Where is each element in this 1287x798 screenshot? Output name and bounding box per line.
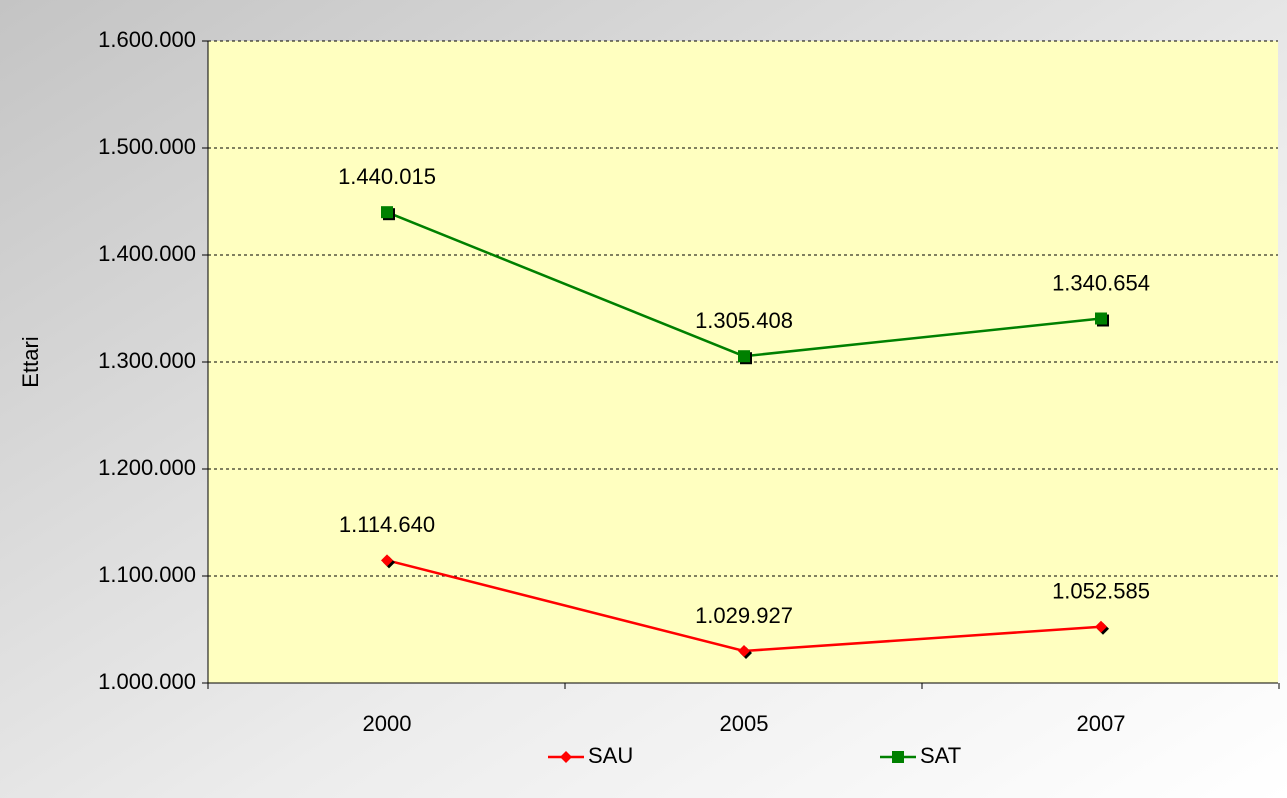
data-label: 1.052.585 <box>1052 579 1150 604</box>
y-tick-label: 1.400.000 <box>98 241 196 266</box>
marker <box>1095 312 1107 325</box>
x-tick-label: 2000 <box>363 711 412 736</box>
y-tick-label: 1.600.000 <box>98 27 196 52</box>
marker <box>1095 620 1107 633</box>
marker <box>738 644 750 657</box>
legend-label: SAT <box>920 743 961 768</box>
legend-label: SAU <box>588 743 633 768</box>
marker <box>738 350 750 363</box>
data-label: 1.029.927 <box>695 603 793 628</box>
x-tick-label: 2007 <box>1077 711 1126 736</box>
marker <box>381 206 393 219</box>
data-label: 1.114.640 <box>339 512 435 537</box>
legend-marker <box>892 751 904 763</box>
y-tick-label: 1.200.000 <box>98 455 196 480</box>
y-tick-label: 1.100.000 <box>98 562 196 587</box>
data-label: 1.305.408 <box>695 308 793 333</box>
legend-marker <box>560 751 572 763</box>
data-label: 1.340.654 <box>1052 270 1150 295</box>
x-tick-label: 2005 <box>720 711 769 736</box>
y-tick-label: 1.300.000 <box>98 348 196 373</box>
marker <box>381 554 393 567</box>
y-axis-title: Ettari <box>18 336 43 387</box>
y-tick-label: 1.000.000 <box>98 669 196 694</box>
y-tick-label: 1.500.000 <box>98 134 196 159</box>
data-label: 1.440.015 <box>338 164 436 189</box>
